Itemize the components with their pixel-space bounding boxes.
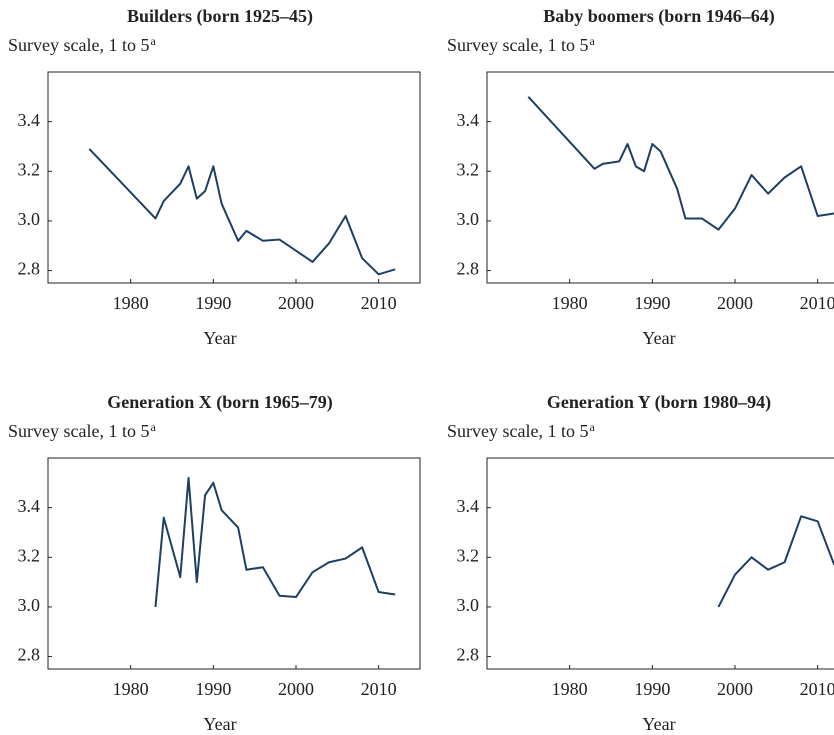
plot-frame <box>486 71 834 284</box>
x-tick-label: 1990 <box>195 679 231 699</box>
y-axis-label-note: a <box>150 34 156 48</box>
data-line <box>154 476 396 608</box>
y-tick-label: 2.8 <box>18 259 41 279</box>
y-tick-label: 2.8 <box>18 645 41 665</box>
y-axis-label: Survey scale, 1 to 5 <box>8 35 149 55</box>
y-tick-label: 3.4 <box>457 496 480 516</box>
y-tick-label: 2.8 <box>457 645 480 665</box>
y-axis-label: Survey scale, 1 to 5 <box>447 421 588 441</box>
x-tick-label: 2000 <box>278 679 314 699</box>
y-axis-label: Survey scale, 1 to 5 <box>447 35 588 55</box>
data-line <box>717 515 834 608</box>
y-tick-label: 3.0 <box>457 595 480 615</box>
x-tick-label: 1990 <box>195 293 231 313</box>
x-axis-label: Year <box>642 328 675 348</box>
panel-title: Generation Y (born 1980–94) <box>547 392 771 413</box>
x-tick-label: 1980 <box>552 679 588 699</box>
x-tick-label: 2010 <box>800 293 834 313</box>
y-tick-label: 3.0 <box>18 595 41 615</box>
x-tick-label: 1980 <box>113 679 149 699</box>
x-tick-label: 2000 <box>278 293 314 313</box>
plot-frame <box>47 457 421 670</box>
y-axis-label: Survey scale, 1 to 5 <box>8 421 149 441</box>
y-tick-label: 3.0 <box>457 209 480 229</box>
y-axis-label-note: a <box>150 420 156 434</box>
x-tick-label: 2010 <box>800 679 834 699</box>
y-tick-label: 3.2 <box>18 545 41 565</box>
data-line <box>527 96 834 231</box>
y-tick-label: 3.2 <box>457 159 480 179</box>
x-axis-label: Year <box>203 714 236 734</box>
x-axis-label: Year <box>642 714 675 734</box>
y-tick-label: 3.2 <box>18 159 41 179</box>
panel-title: Generation X (born 1965–79) <box>107 392 332 413</box>
y-axis-label-note: a <box>589 34 595 48</box>
y-tick-label: 3.0 <box>18 209 41 229</box>
y-tick-label: 3.4 <box>18 496 41 516</box>
y-tick-label: 3.4 <box>18 110 41 130</box>
x-tick-label: 1980 <box>552 293 588 313</box>
panel-title: Builders (born 1925–45) <box>127 6 313 27</box>
y-tick-label: 3.4 <box>457 110 480 130</box>
x-tick-label: 1980 <box>113 293 149 313</box>
x-tick-label: 2000 <box>717 679 753 699</box>
x-axis-label: Year <box>203 328 236 348</box>
y-tick-label: 2.8 <box>457 259 480 279</box>
data-line <box>88 148 396 276</box>
y-tick-label: 3.2 <box>457 545 480 565</box>
y-axis-label-note: a <box>589 420 595 434</box>
plot-frame <box>47 71 421 284</box>
x-tick-label: 1990 <box>634 293 670 313</box>
x-tick-label: 2000 <box>717 293 753 313</box>
plot-frame <box>486 457 834 670</box>
panel-title: Baby boomers (born 1946–64) <box>543 6 775 27</box>
x-tick-label: 2010 <box>361 293 397 313</box>
x-tick-label: 2010 <box>361 679 397 699</box>
x-tick-label: 1990 <box>634 679 670 699</box>
